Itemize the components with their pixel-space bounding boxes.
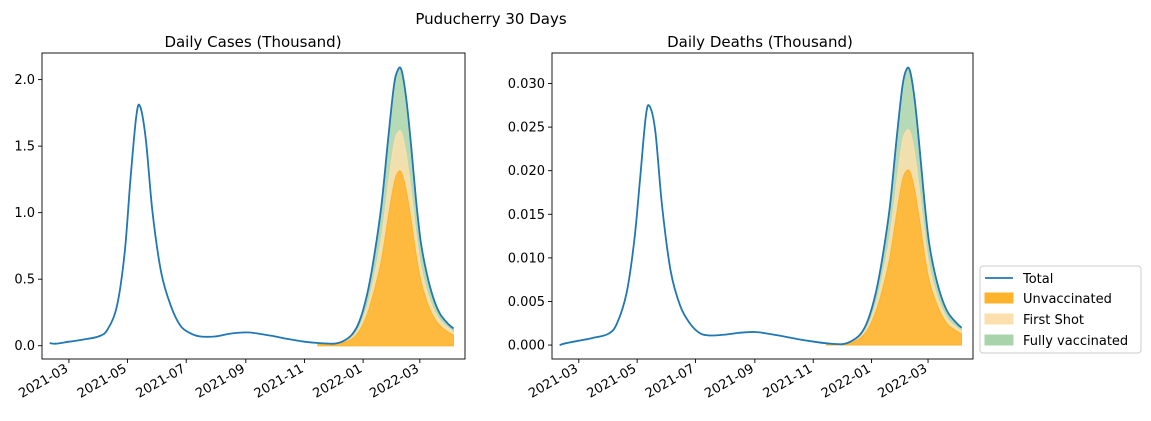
y-tick-label: 2.0 bbox=[14, 73, 35, 88]
legend-label-total: Total bbox=[1022, 272, 1053, 287]
x-tick-label: 2022-03 bbox=[367, 361, 422, 401]
x-tick-label: 2021-09 bbox=[193, 361, 248, 401]
plot-area bbox=[559, 66, 963, 346]
axes-frame bbox=[551, 52, 974, 360]
x-tick-label: 2021-07 bbox=[643, 361, 698, 401]
y-tick-label: 0.5 bbox=[14, 273, 35, 288]
axes-frame bbox=[41, 52, 466, 360]
y-tick-label: 0.000 bbox=[508, 339, 545, 354]
y-tick-label: 0.0 bbox=[14, 339, 35, 354]
chart-daily-cases: Daily Cases (Thousand) 0.0 0.5 1.0 1.5 2.0 20… bbox=[14, 33, 466, 402]
chart-daily-deaths: Daily Deaths (Thousand) 0.000 0.005 0.010 0… bbox=[508, 33, 974, 402]
area-unvaccinated bbox=[317, 170, 454, 347]
y-tick-label: 0.030 bbox=[508, 77, 545, 92]
x-tick-label: 2021-07 bbox=[134, 361, 189, 401]
y-tick-label: 0.010 bbox=[508, 251, 545, 266]
legend-patch-first-shot bbox=[984, 313, 1014, 325]
legend-frame bbox=[979, 265, 1142, 354]
legend-label-fully-vaccinated: Fully vaccinated bbox=[1023, 334, 1128, 349]
legend: Total Unvaccinated First Shot Fully vacc… bbox=[979, 265, 1142, 354]
legend-label-first-shot: First Shot bbox=[1023, 313, 1084, 328]
y-tick-label: 0.015 bbox=[508, 208, 545, 223]
figure-suptitle: Puducherry 30 Days bbox=[415, 10, 566, 28]
x-tick-label: 2021-03 bbox=[526, 361, 581, 401]
chart-title: Daily Cases (Thousand) bbox=[164, 33, 341, 51]
x-tick-label: 2021-11 bbox=[761, 361, 816, 401]
x-tick-label: 2021-09 bbox=[702, 361, 757, 401]
y-tick-label: 0.020 bbox=[508, 164, 545, 179]
x-tick-label: 2022-01 bbox=[311, 361, 366, 401]
x-tick-label: 2022-01 bbox=[819, 361, 874, 401]
y-tick-label: 1.5 bbox=[14, 140, 35, 155]
legend-patch-unvaccinated bbox=[984, 292, 1014, 304]
y-tick-label: 1.0 bbox=[14, 206, 35, 221]
x-tick-label: 2021-03 bbox=[16, 361, 71, 401]
chart-title: Daily Deaths (Thousand) bbox=[667, 33, 853, 51]
x-tick-label: 2021-11 bbox=[252, 361, 307, 401]
area-unvaccinated bbox=[826, 169, 963, 346]
x-tick-label: 2022-03 bbox=[875, 361, 930, 401]
legend-label-unvaccinated: Unvaccinated bbox=[1023, 292, 1112, 307]
x-tick-label: 2021-05 bbox=[75, 361, 130, 401]
x-tick-label: 2021-05 bbox=[585, 361, 640, 401]
line-total bbox=[49, 66, 455, 345]
y-tick-label: 0.005 bbox=[508, 295, 545, 310]
legend-patch-fully-vaccinated bbox=[984, 334, 1014, 346]
plot-area bbox=[49, 66, 455, 347]
line-total bbox=[559, 66, 963, 346]
y-tick-label: 0.025 bbox=[508, 121, 545, 136]
